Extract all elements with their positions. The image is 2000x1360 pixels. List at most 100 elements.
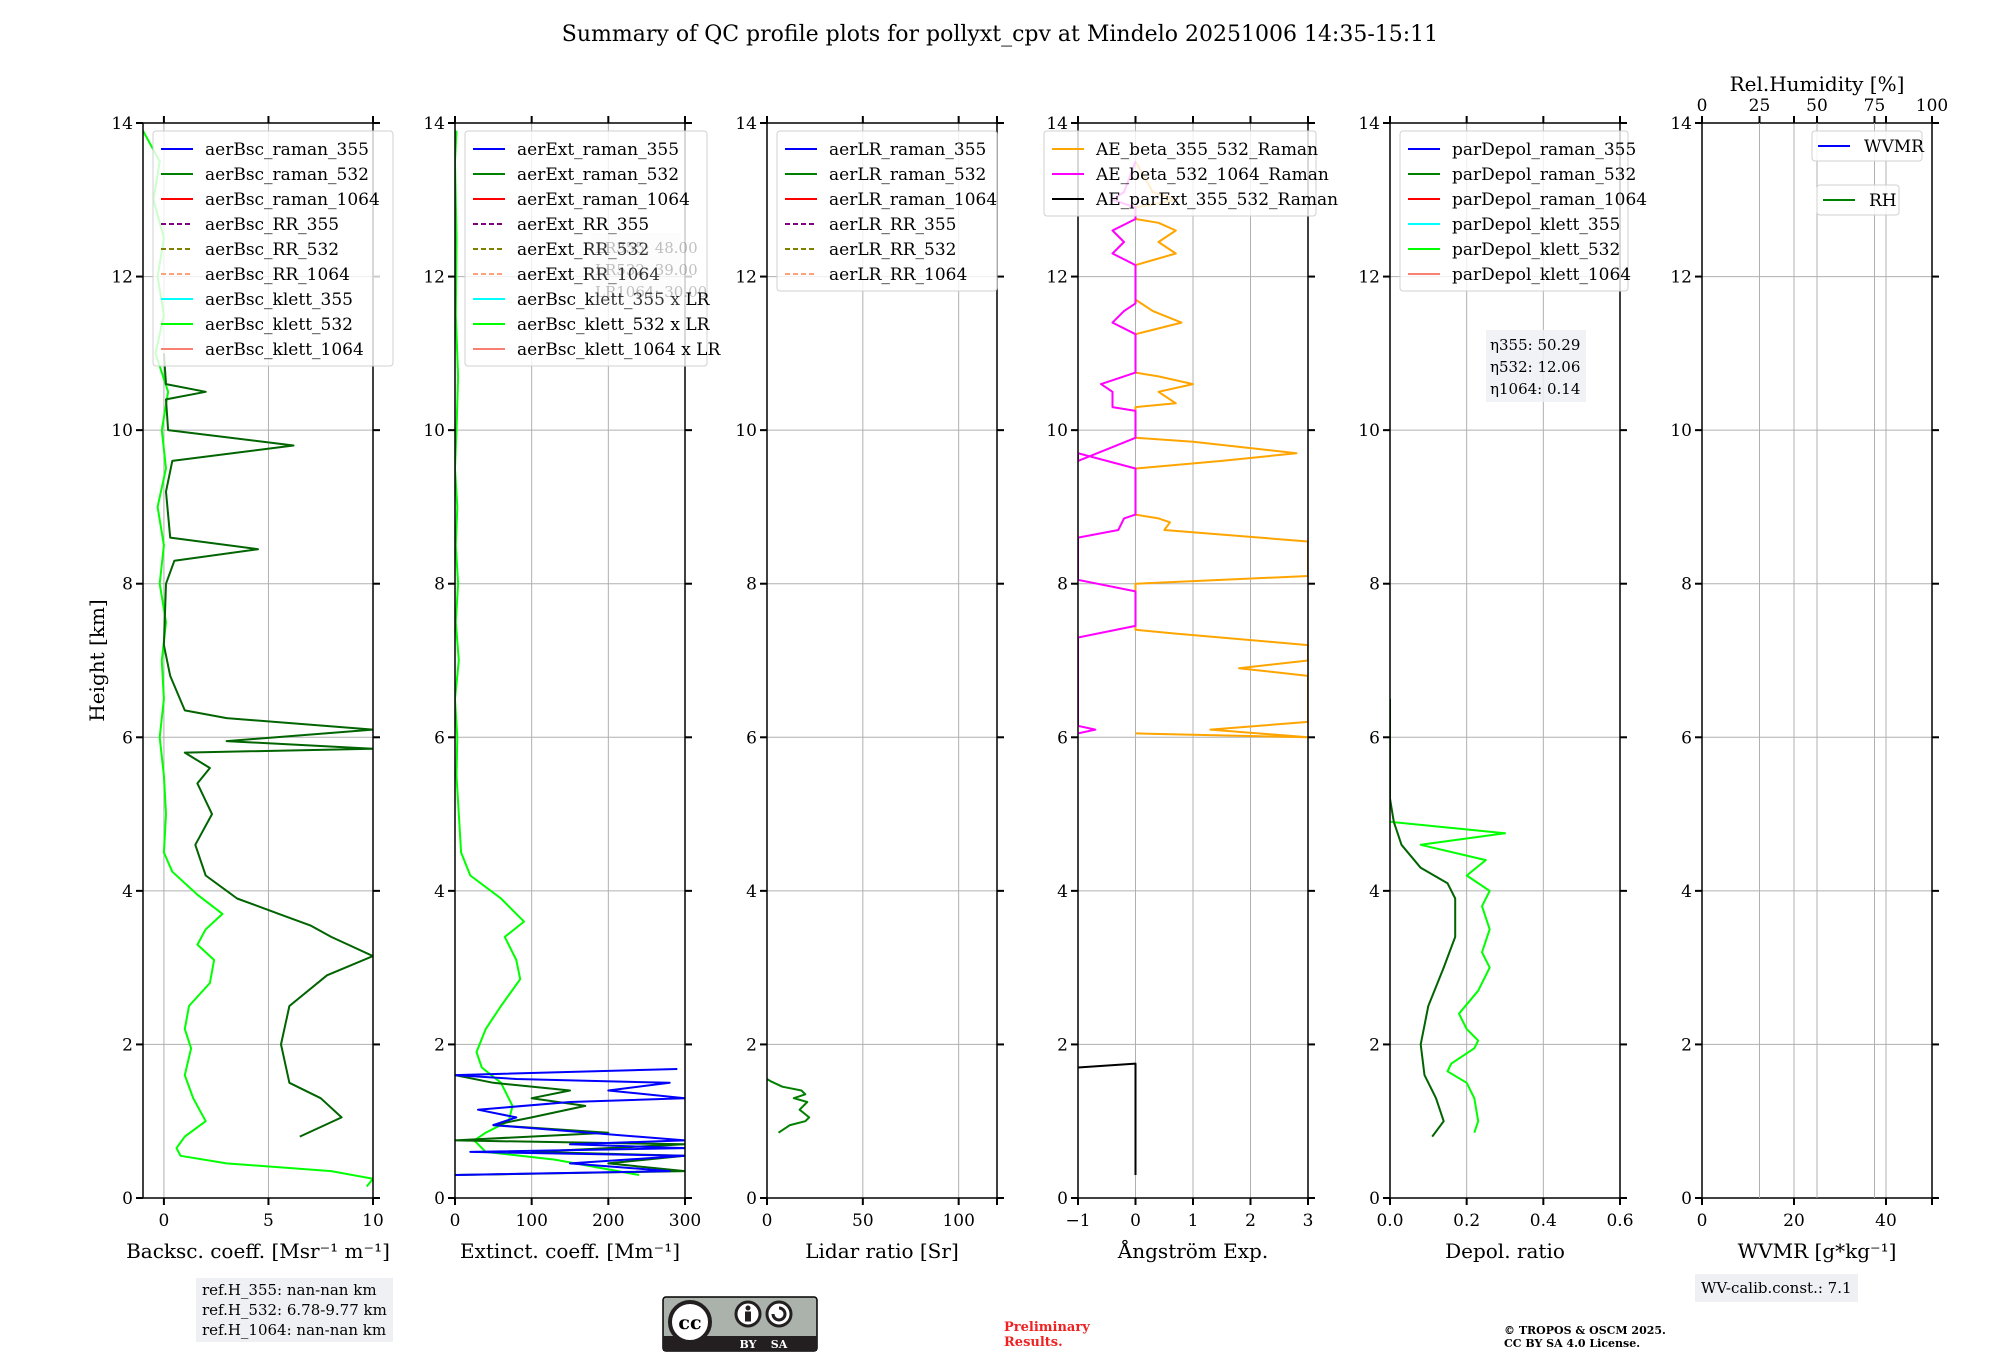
legend-label: aerLR_raman_1064 [829, 190, 997, 210]
x-axis-label: WVMR [g*kg⁻¹] [1738, 1239, 1897, 1263]
y-tick-label: 8 [1057, 575, 1068, 595]
legend-label: aerExt_raman_355 [517, 140, 679, 160]
x-tick-label: 10 [362, 1211, 384, 1231]
y-axis-label: Height [km] [85, 599, 109, 721]
y-tick-label: 6 [1681, 728, 1692, 748]
y-tick-label: 0 [122, 1189, 133, 1209]
y-tick-label: 12 [111, 268, 133, 288]
y-tick-label: 10 [111, 421, 133, 441]
y-tick-label: 8 [122, 575, 133, 595]
x-tick-label: 40 [1875, 1211, 1897, 1231]
y-tick-label: 14 [1046, 114, 1068, 134]
x-tick-label: 0.0 [1376, 1211, 1403, 1231]
legend-box [1399, 130, 1629, 292]
y-tick-label: 10 [1358, 421, 1380, 441]
x-tick-label: 5 [263, 1211, 274, 1231]
legend-label: aerLR_RR_355 [829, 215, 956, 235]
legend-box [776, 130, 998, 292]
y-tick-label: 6 [434, 728, 445, 748]
y-tick-label: 2 [434, 1035, 445, 1055]
series-line-aerBsc_klett_532 [143, 130, 373, 1188]
chart-panel-backscatter: 0 2 4 6 8 10 12 14 0 5 10 Backsc. coeff. [Msr⁻¹ m⁻¹… [85, 114, 394, 1263]
legend-label: aerBsc_raman_1064 [205, 190, 380, 210]
legend-label: AE_beta_532_1064_Raman [1095, 165, 1329, 185]
sa-label: SA [771, 1338, 788, 1351]
y-tick-label: 14 [1670, 114, 1692, 134]
axes-frame [454, 122, 686, 1199]
y-tick-label: 14 [111, 114, 133, 134]
x-tick-label: 300 [669, 1211, 701, 1231]
annotation-text: LR1064: 30.00 [595, 283, 707, 301]
axes-frame [766, 122, 998, 1199]
y-tick-label: 0 [1681, 1189, 1692, 1209]
figure-title: Summary of QC profile plots for pollyxt_… [561, 22, 1439, 47]
annotation-text: LR355: 48.00 [595, 239, 698, 257]
series-line-aerLR_raman_532 [767, 1078, 811, 1134]
legend-box [1811, 130, 1923, 162]
legend-label: parDepol_raman_532 [1452, 165, 1636, 185]
y-tick-label: 14 [735, 114, 757, 134]
y-tick-label: 0 [1057, 1189, 1068, 1209]
x-axis-label: Depol. ratio [1445, 1239, 1565, 1263]
x2-tick-label: 100 [1916, 96, 1948, 116]
series-group [1078, 160, 1308, 1175]
legend-box [464, 130, 708, 367]
x-tick-label: 0 [158, 1211, 169, 1231]
reference-height-box: ref.H_355: nan-nan km ref.H_532: 6.78-9.… [196, 1278, 393, 1342]
y-tick-label: 0 [1369, 1189, 1380, 1209]
legend-label: aerExt_RR_532 [517, 240, 649, 260]
y-tick-label: 4 [122, 882, 133, 902]
y-tick-label: 4 [1369, 882, 1380, 902]
ref-height-1064: ref.H_1064: nan-nan km [202, 1321, 387, 1339]
x-tick-label: −1 [1065, 1211, 1090, 1231]
annotation-text: η1064: 0.14 [1490, 380, 1580, 398]
x-tick-label: 2 [1245, 1211, 1256, 1231]
series-line-AE_parExt_355_532_Raman [1078, 1062, 1137, 1175]
x-tick-label: 200 [592, 1211, 624, 1231]
legend-label: aerBsc_klett_1064 x LR [517, 340, 721, 360]
by-label: BY [740, 1338, 757, 1351]
series-group [143, 130, 373, 1188]
legend-label: aerBsc_klett_532 x LR [517, 315, 711, 335]
y-tick-label: 6 [122, 728, 133, 748]
y-tick-label: 14 [1358, 114, 1380, 134]
annotation-text: LR532: 39.00 [595, 261, 698, 279]
y-tick-label: 12 [735, 268, 757, 288]
chart-panel-lidar_ratio: 0 2 4 6 8 10 12 14 0 50 100 Lidar ratio [Sr] aerLR_r… [735, 114, 1004, 1263]
y-tick-label: 2 [122, 1035, 133, 1055]
chart-panel-extinction: 0 2 4 6 8 10 12 14 0 100 200 300 Extinct. coeff. [Mm… [423, 114, 721, 1263]
series-line-aerExt_raman_355 [455, 1068, 685, 1176]
legend-label: aerBsc_RR_1064 [205, 265, 350, 285]
x-tick-label: 0 [762, 1211, 773, 1231]
y-tick-label: 12 [1670, 268, 1692, 288]
y-tick-label: 6 [1369, 728, 1380, 748]
y-tick-label: 10 [1046, 421, 1068, 441]
legend-label: aerLR_RR_1064 [829, 265, 967, 285]
y-tick-label: 2 [1681, 1035, 1692, 1055]
legend-label: aerExt_raman_532 [517, 165, 679, 185]
legend-label: aerBsc_raman_532 [205, 165, 369, 185]
x2-tick-label: 75 [1864, 96, 1886, 116]
share-alike-icon [765, 1300, 793, 1328]
cc-icon [668, 1300, 712, 1344]
y-tick-label: 10 [423, 421, 445, 441]
y-tick-label: 12 [1358, 268, 1380, 288]
y-tick-label: 4 [1681, 882, 1692, 902]
legend-label: aerExt_RR_1064 [517, 265, 660, 285]
legend-box [1816, 184, 1900, 216]
x-tick-label: 20 [1783, 1211, 1805, 1231]
chart-panel-depol: 0 2 4 6 8 10 12 14 0.0 0.2 0.4 0.6 Depol. ratio parDe… [1358, 114, 1647, 1263]
preliminary-notice: Preliminary Results. [1004, 1320, 1090, 1350]
legend-label: aerBsc_raman_355 [205, 140, 369, 160]
legend-label: parDepol_klett_1064 [1452, 265, 1631, 285]
x-tick-label: 1 [1188, 1211, 1199, 1231]
annotation-text: η355: 50.29 [1490, 336, 1580, 354]
x-tick-label: 100 [515, 1211, 547, 1231]
annotation-text: η532: 12.06 [1490, 358, 1580, 376]
y-tick-label: 6 [1057, 728, 1068, 748]
x-tick-label: 100 [942, 1211, 974, 1231]
y-tick-label: 4 [434, 882, 445, 902]
